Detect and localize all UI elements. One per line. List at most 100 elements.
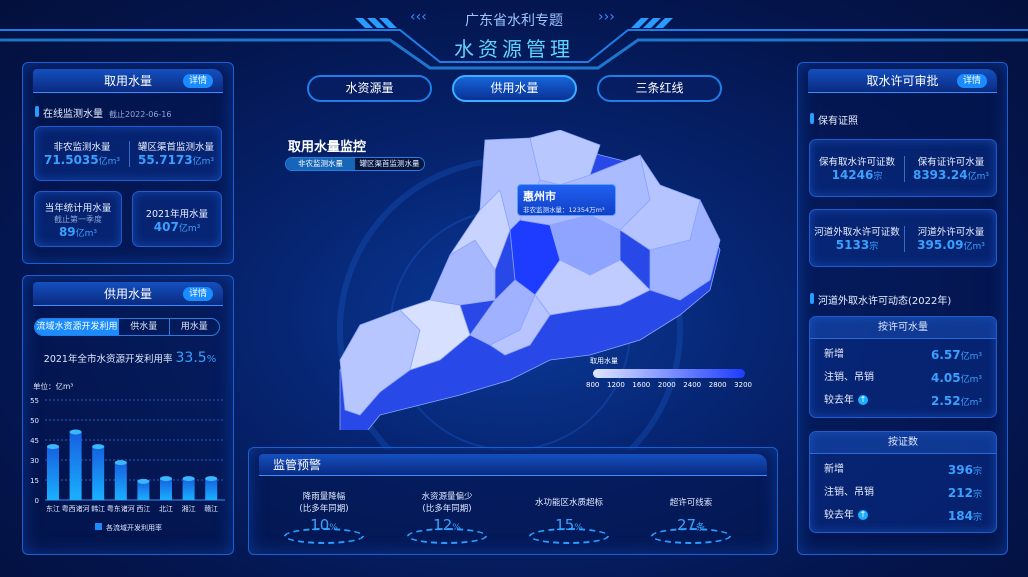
annual-stat-card: 当年统计用水量 截止第一季度 89亿m³ (34, 191, 122, 247)
divider (129, 141, 130, 167)
arrow-up-icon: ↑ (858, 395, 868, 405)
stat-value: 89 (58, 225, 76, 239)
bar (160, 478, 172, 500)
row-unit: 亿m³ (960, 398, 982, 408)
bar-cap (47, 444, 59, 450)
detail-button[interactable]: 详情 (182, 74, 213, 88)
row-label: 较去年 (824, 395, 854, 406)
stat-unit: 亿m³ (178, 224, 201, 234)
stat-value: 71.5035 (43, 153, 99, 167)
row-unit: 亿m³ (960, 375, 982, 385)
section-label: 河道外取水许可动态(2022年) (810, 292, 951, 307)
bar (114, 462, 127, 500)
ring-decoration (407, 528, 487, 544)
warning-value: 12 (433, 516, 453, 534)
row-label: 新增 (824, 349, 844, 360)
y-tick-label: 15 (30, 477, 39, 485)
permit-card-1: 保有取水许可证数 14246宗 保有证许可水量 8393.24亿m³ (809, 139, 997, 197)
map-tooltip: 惠州市 非农监测水量：12354万m³ (517, 184, 616, 216)
y-tick-label: 50 (30, 417, 39, 425)
header-subtitle: 广东省水利专题 (465, 13, 563, 29)
permit-volume-box: 按许可水量 新增 6.57亿m³ 注销、吊销 4.05亿m³ 较去年 ↑ 2.52亿m³ (809, 316, 997, 418)
stat-permit-volume: 保有证许可水量 8393.24亿m³ (904, 154, 998, 182)
stat-value: 395.09 (917, 238, 964, 252)
y-tick-label: 30 (30, 457, 39, 465)
tooltip-value: 12354万m³ (568, 206, 605, 214)
legend-gradient-bar (593, 369, 745, 378)
detail-button[interactable]: 详情 (956, 74, 987, 88)
warning-unit: % (329, 523, 338, 533)
supply-panel: 供用水量 详情 流域水资源开发利用 供水量 用水量 2021年全市水资源开发利用率… (22, 275, 234, 555)
warning-unit: % (452, 523, 461, 533)
permit-card-2: 河道外取水许可证数 5133宗 河道外许可水量 395.09亿m³ (809, 209, 997, 267)
rate-value: 33.5 (175, 350, 207, 366)
tab-supply-usage[interactable]: 供用水量 (452, 75, 577, 102)
box-title: 按证数 (810, 432, 996, 454)
stat-unit: 亿m³ (98, 157, 121, 167)
tab-usage[interactable]: 用水量 (180, 322, 208, 332)
rate-unit: % (206, 354, 217, 365)
x-tick-label: 韩江 (91, 504, 105, 513)
stat-label: 保有证许可水量 (917, 157, 985, 168)
tab-water-resources[interactable]: 水资源量 (307, 75, 432, 102)
x-tick-label: 湘江 (182, 504, 196, 513)
map-title: 取用水量监控 (288, 140, 367, 155)
box-row: 较去年 ↑ 184宗 (824, 508, 982, 524)
legend-swatch (95, 523, 102, 530)
arrow-up-icon: ↑ (858, 510, 868, 520)
supply-tabs: 流域水资源开发利用 供水量 用水量 (34, 318, 220, 336)
permit-panel: 取水许可审批 详情 保有证照 保有取水许可证数 14246宗 保有证许可水量 8393… (797, 62, 1008, 555)
stat-value: 14246 (831, 168, 874, 182)
stat-sub: 截止第一季度 (54, 215, 102, 224)
box-row: 新增 6.57亿m³ (824, 347, 982, 363)
warning-unit: 条 (696, 523, 706, 533)
warning-item: 水资源量偏少 (比多年同期) 12% (392, 490, 502, 544)
panel-title: 取用水量 (103, 74, 152, 88)
legend-tick: 2400 (683, 381, 702, 389)
row-value: 212 (947, 486, 973, 500)
legend-tick: 3200 (734, 381, 752, 389)
tab-red-lines[interactable]: 三条红线 (597, 75, 722, 102)
header-frame (0, 18, 1028, 70)
stat-value: 55.7173 (137, 153, 193, 167)
bar-cap (205, 476, 218, 482)
row-label: 新增 (824, 464, 844, 475)
divider (904, 156, 905, 182)
y-tick-label: 55 (30, 397, 39, 405)
warning-value: 27 (676, 516, 697, 534)
bar-cap (160, 476, 172, 482)
panel-title: 监管预警 (273, 458, 322, 472)
tooltip-label: 非农监测水量： (523, 206, 569, 214)
x-tick-label: 西江 (136, 505, 150, 513)
chevron-right-icon: ››› (598, 9, 615, 25)
bar-cap (69, 429, 82, 435)
stat-unit: 亿m³ (967, 172, 990, 182)
bar (92, 446, 105, 500)
box-row: 注销、吊销 4.05亿m³ (824, 370, 982, 386)
bar (205, 478, 218, 500)
stat-offchannel-volume: 河道外许可水量 395.09亿m³ (904, 224, 998, 252)
ring-decoration (529, 528, 609, 544)
tab-basin-usage[interactable]: 流域水资源开发利用 (35, 319, 120, 335)
toggle-canal[interactable]: 罐区渠首监测水量 (355, 158, 424, 170)
panel-title: 取水许可审批 (866, 74, 939, 88)
divider (904, 226, 905, 252)
row-unit: 宗 (972, 490, 982, 500)
panel-title: 供用水量 (103, 287, 152, 301)
map-toggle: 非农监测水量 罐区渠首监测水量 (285, 157, 425, 171)
stat-unit: 亿m³ (192, 157, 215, 167)
panel-header: 供用水量 详情 (33, 282, 223, 306)
row-label: 注销、吊销 (824, 487, 874, 498)
bar (137, 481, 150, 500)
detail-button[interactable]: 详情 (182, 287, 213, 301)
water-intake-panel: 取用水量 详情 在线监测水量 截止2022-06-16 非农监测水量 71.5035亿… (22, 62, 234, 264)
stat-unit: 亿m³ (963, 242, 985, 252)
guangdong-map (339, 130, 721, 430)
tab-supply[interactable]: 供水量 (119, 319, 170, 335)
stat-nonagri: 非农监测水量 71.5035亿m³ (35, 139, 129, 167)
toggle-nonagri[interactable]: 非农监测水量 (286, 158, 355, 170)
stat-canal: 罐区渠首监测水量 55.7173亿m³ (129, 139, 223, 167)
warning-value: 10 (310, 516, 330, 534)
x-tick-label: 东江 (46, 504, 60, 513)
legend-tick: 800 (586, 381, 600, 389)
